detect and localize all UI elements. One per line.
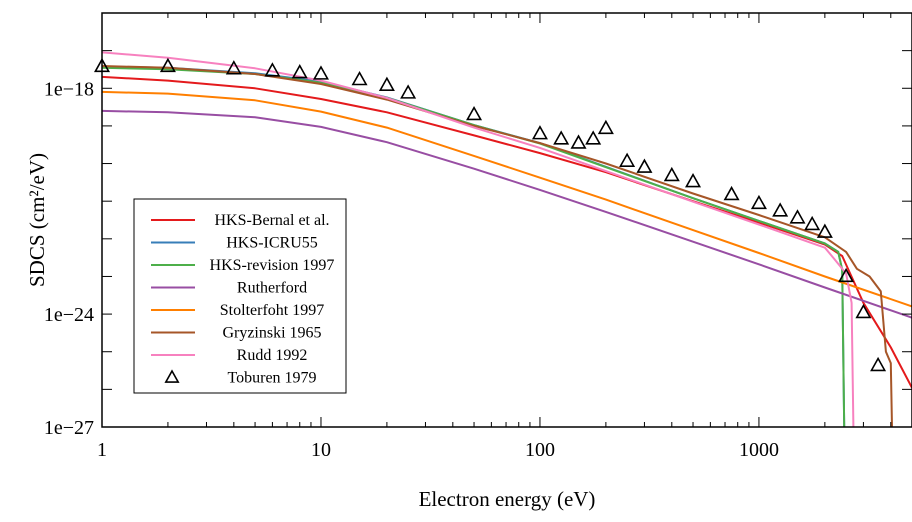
data-point-toburen-1979 xyxy=(585,130,602,145)
legend-label-gryzinski-1965: Gryzinski 1965 xyxy=(222,325,321,342)
y-tick-label: 1e−27 xyxy=(44,417,94,439)
x-tick-label: 1 xyxy=(97,439,107,461)
data-point-toburen-1979 xyxy=(870,356,887,372)
x-tick-label: 10 xyxy=(311,439,331,461)
data-point-toburen-1979 xyxy=(264,62,281,77)
data-point-toburen-1979 xyxy=(159,57,176,73)
legend-label-hks-revision-1997: HKS-revision 1997 xyxy=(210,257,335,274)
data-point-toburen-1979 xyxy=(570,134,587,149)
data-point-toburen-1979 xyxy=(723,185,740,201)
legend-marker-toburen-1979 xyxy=(164,369,180,383)
legend-label-toburen-1979: Toburen 1979 xyxy=(227,370,316,387)
legend-label-rudd-1992: Rudd 1992 xyxy=(237,347,308,364)
legend-label-hks-bernal-et-al: HKS-Bernal et al. xyxy=(214,212,329,229)
data-point-toburen-1979 xyxy=(663,166,680,182)
series-line-stolterfoht-1997 xyxy=(102,90,912,308)
data-point-toburen-1979 xyxy=(312,65,329,80)
plot-frame xyxy=(101,12,912,428)
data-point-toburen-1979 xyxy=(466,105,483,121)
legend: HKS-Bernal et al. HKS-ICRU55 HKS-revision … xyxy=(133,198,347,394)
data-point-toburen-1979 xyxy=(750,194,767,210)
x-axis-title: Electron energy (eV) xyxy=(419,487,596,511)
x-tick-label: 1000 xyxy=(739,439,779,461)
data-point-toburen-1979 xyxy=(838,267,855,283)
legend-label-stolterfoht-1997: Stolterfoht 1997 xyxy=(220,302,324,319)
series-line-rutherford xyxy=(102,109,912,319)
x-tick-label: 100 xyxy=(525,439,555,461)
data-point-toburen-1979 xyxy=(636,158,653,173)
data-point-toburen-1979 xyxy=(400,84,417,99)
y-tick-label: 1e−18 xyxy=(44,78,94,100)
data-point-toburen-1979 xyxy=(855,303,872,319)
data-point-toburen-1979 xyxy=(685,173,702,188)
data-point-toburen-1979 xyxy=(291,64,308,79)
data-point-toburen-1979 xyxy=(789,209,806,224)
y-axis-title: SDCS (cm²/eV) xyxy=(25,153,49,287)
y-tick-label: 1e−24 xyxy=(44,304,94,326)
data-point-toburen-1979 xyxy=(597,119,614,135)
data-point-toburen-1979 xyxy=(772,202,789,217)
data-point-toburen-1979 xyxy=(804,215,821,231)
data-point-toburen-1979 xyxy=(225,60,242,75)
data-point-toburen-1979 xyxy=(816,223,833,238)
data-point-toburen-1979 xyxy=(531,125,548,140)
legend-box xyxy=(133,198,347,394)
data-point-toburen-1979 xyxy=(619,152,636,167)
marker-layer xyxy=(93,57,887,372)
data-point-toburen-1979 xyxy=(351,70,368,86)
tick-label-layer: 1 10 100 1000 1e−27 1e−24 1e−18 xyxy=(44,78,779,461)
legend-label-rutherford: Rutherford xyxy=(237,280,307,297)
data-point-toburen-1979 xyxy=(553,130,570,145)
legend-label-hks-icru55: HKS-ICRU55 xyxy=(226,235,318,252)
series-line-gryzinski-1965 xyxy=(102,65,893,427)
data-point-toburen-1979 xyxy=(378,76,395,91)
